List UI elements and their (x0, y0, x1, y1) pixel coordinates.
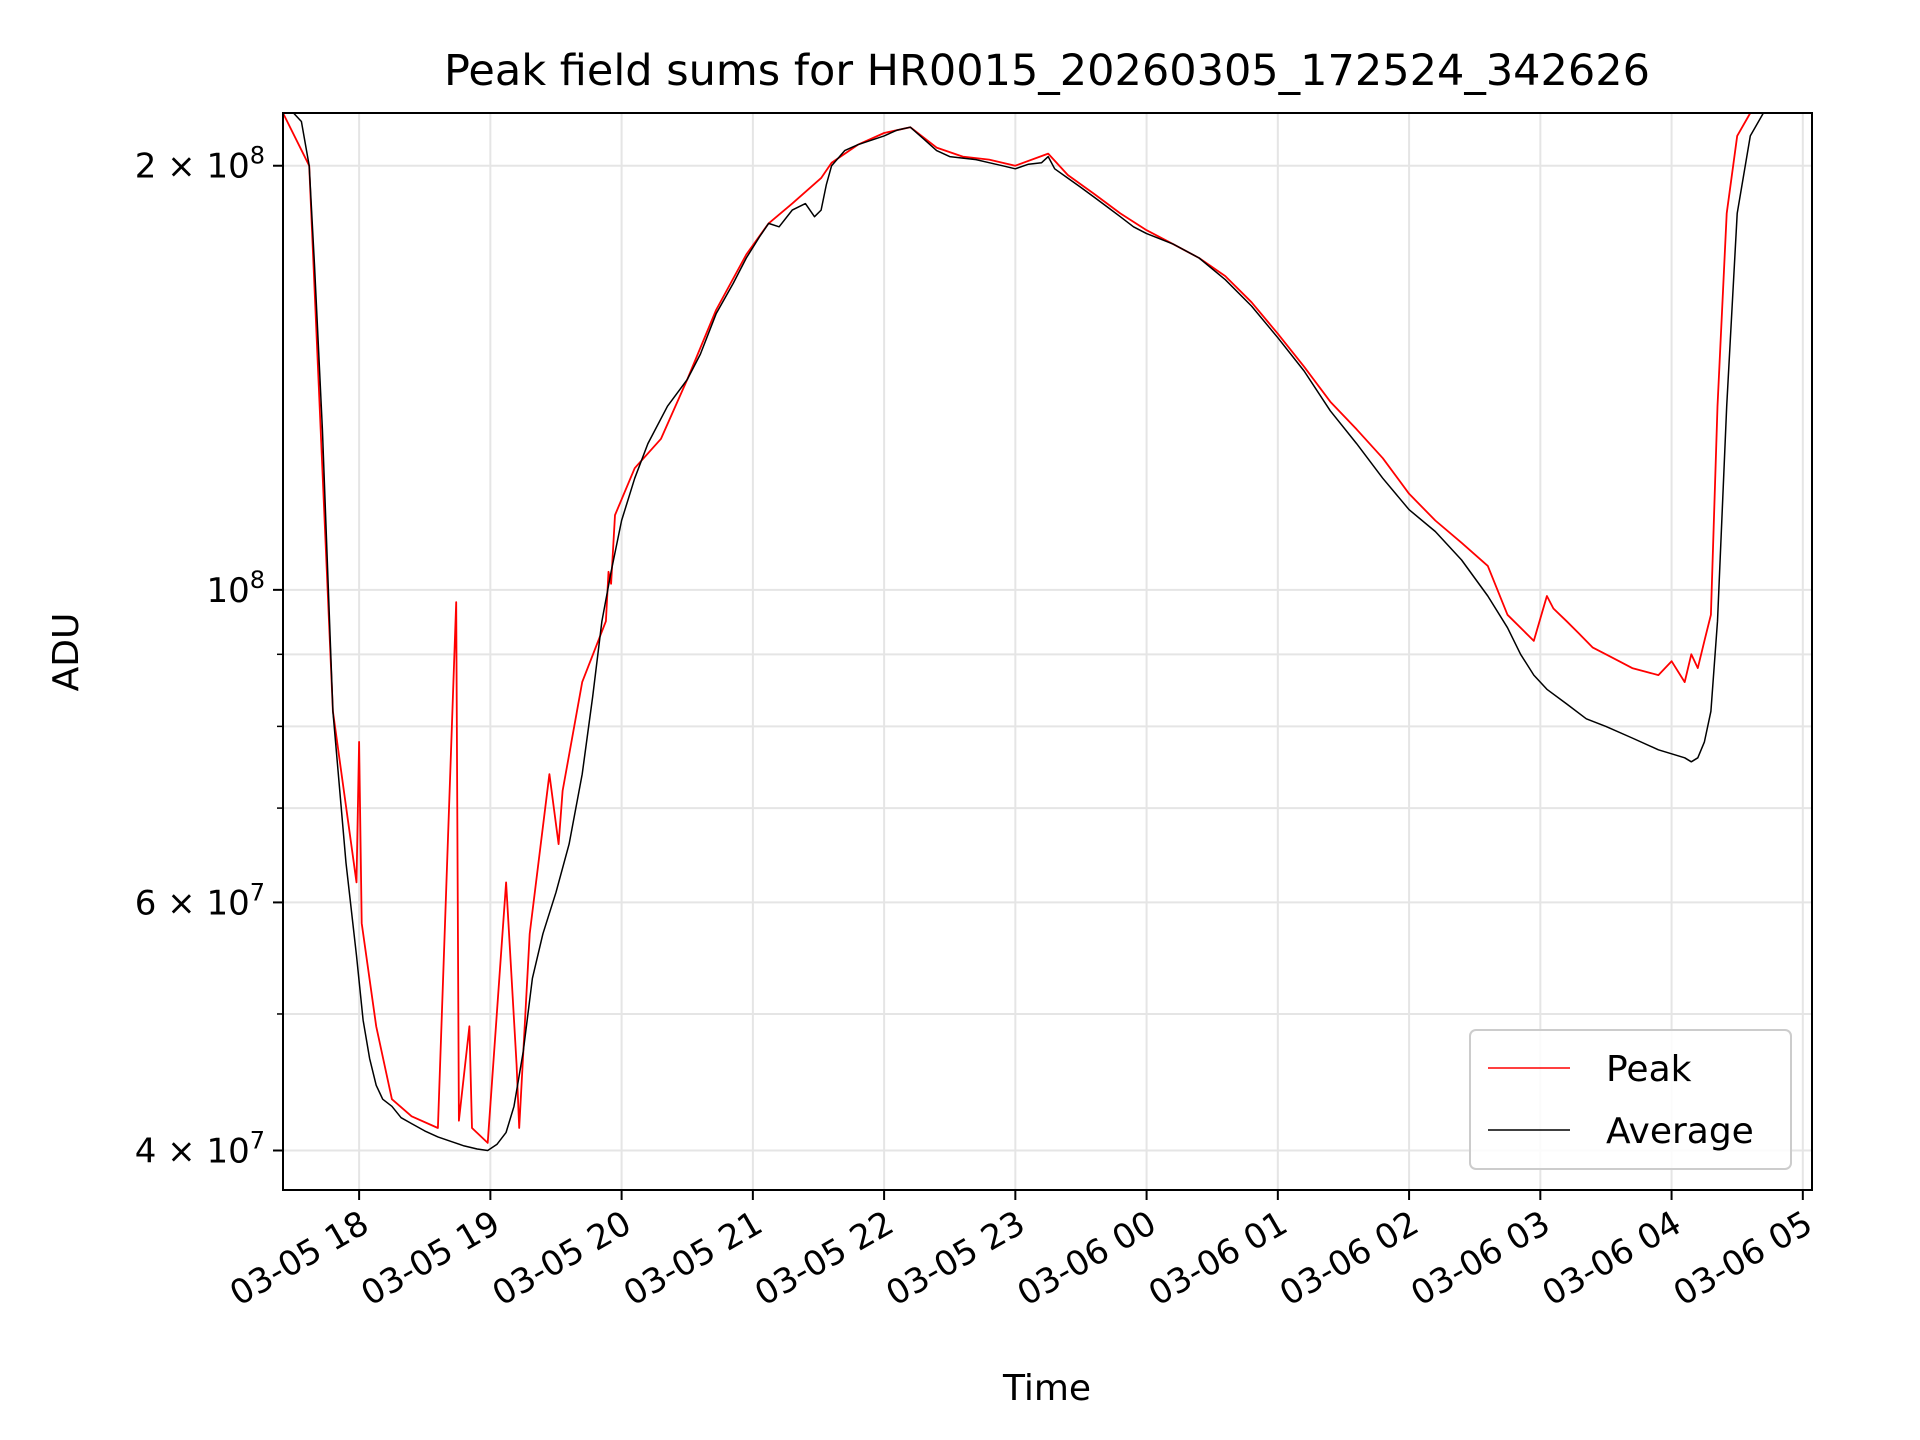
y-tick-label-base: 6 × 10 (135, 883, 250, 923)
legend-label-average: Average (1606, 1111, 1754, 1152)
legend-label-peak: Peak (1606, 1049, 1692, 1090)
series-line-peak (282, 112, 1803, 1144)
y-tick-label-base: 2 × 10 (135, 147, 250, 187)
plot-area (282, 112, 1813, 1191)
y-tick-label: 108 (206, 566, 265, 611)
y-tick-label-base: 4 × 10 (135, 1132, 250, 1172)
series-lines (282, 112, 1803, 1152)
y-tick-label: 6 × 107 (135, 878, 265, 923)
x-axis-label: Time (1002, 1368, 1091, 1409)
plot-frame (282, 112, 1813, 1191)
legend: Peak Average (1469, 1029, 1792, 1170)
chart-title: Peak field sums for HR0015_20260305_1725… (444, 46, 1650, 96)
y-tick-label-exponent: 7 (250, 1127, 265, 1155)
y-tick-label: 4 × 107 (135, 1127, 265, 1172)
y-axis-label: ADU (46, 613, 87, 692)
legend-frame (1469, 1029, 1792, 1170)
series-line-average (283, 112, 1803, 1152)
y-tick-label-exponent: 8 (250, 566, 265, 594)
y-tick-label: 2 × 108 (135, 142, 265, 187)
grid (283, 113, 1812, 1190)
y-tick-label-exponent: 8 (250, 142, 265, 170)
y-tick-label-base: 10 (206, 571, 249, 611)
plot-background (283, 113, 1812, 1190)
y-tick-label-exponent: 7 (250, 878, 265, 906)
